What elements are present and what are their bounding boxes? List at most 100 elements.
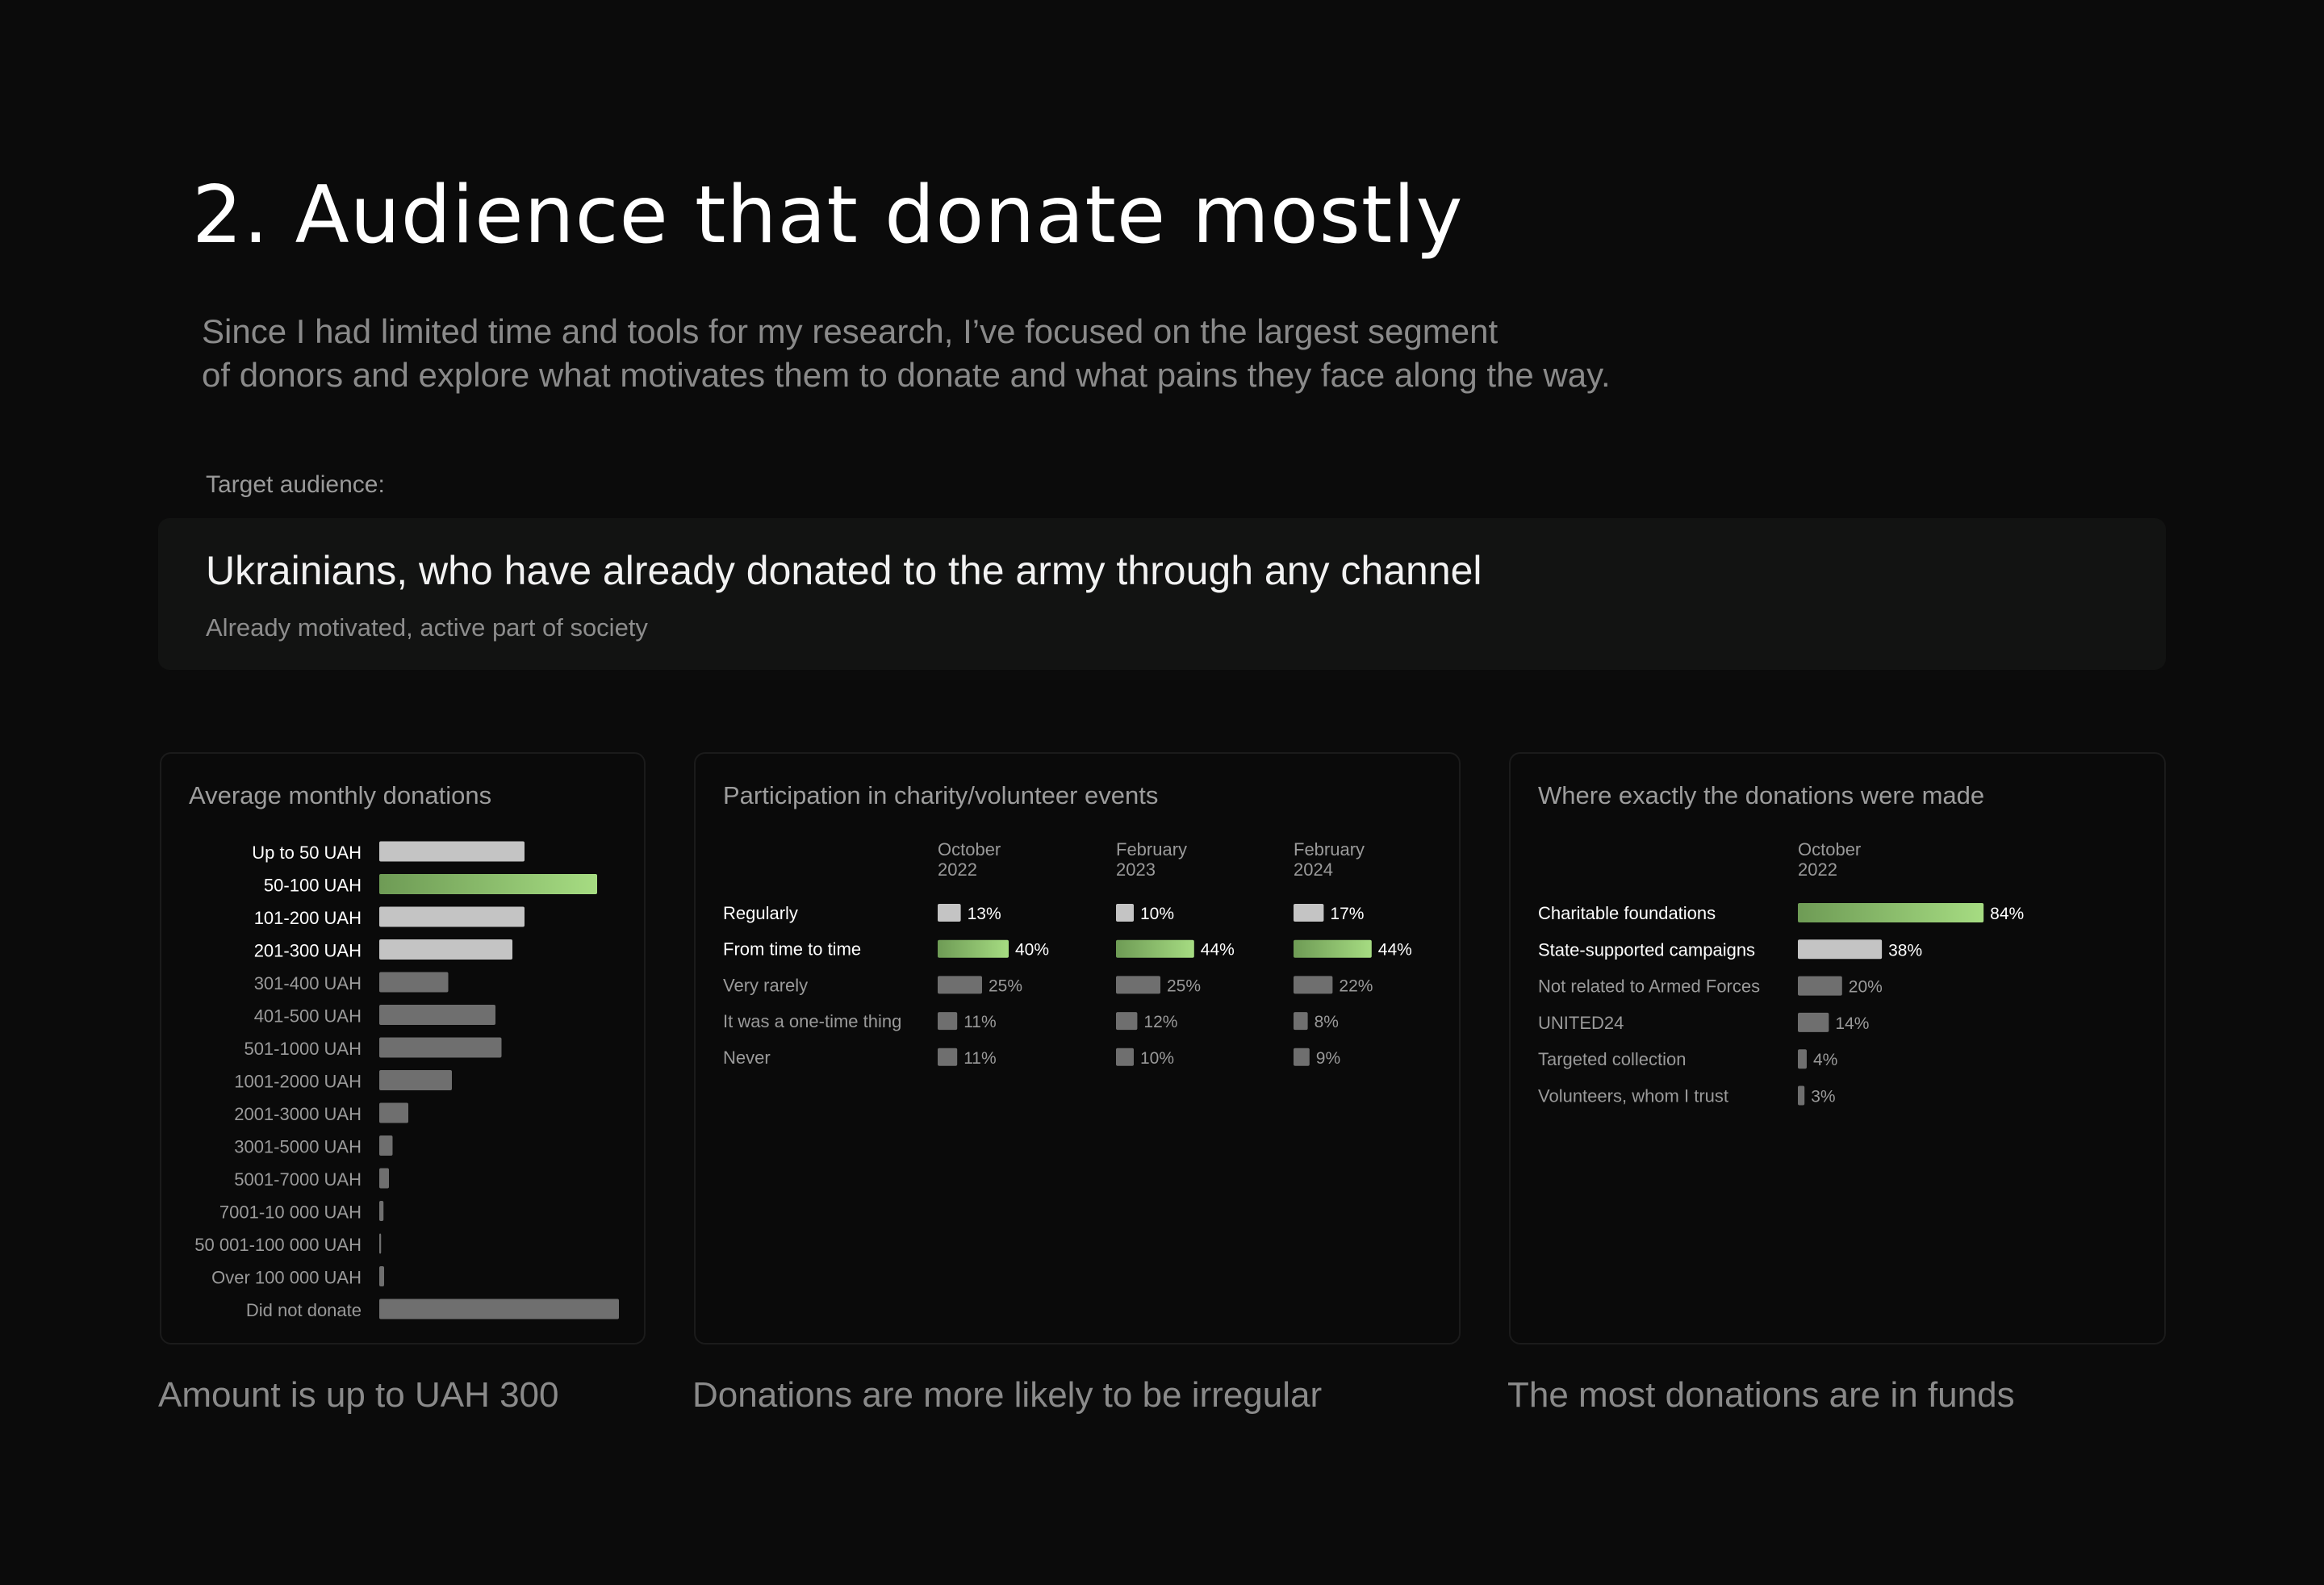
bar-targeted-collection bbox=[1798, 1049, 1807, 1069]
bar-501-1000-uah bbox=[379, 1037, 502, 1058]
value-label-it-was-a-one-time-thing-october-2022: 11% bbox=[963, 1013, 996, 1031]
period-header-february-2023-month: February bbox=[1116, 839, 1187, 859]
value-label-united24: 14% bbox=[1835, 1014, 1869, 1033]
bar-label-101-200-uah: 101-200 UAH bbox=[254, 908, 362, 928]
bar-2001-3000-uah bbox=[379, 1102, 408, 1123]
intro-line-2: of donors and explore what motivates the… bbox=[202, 356, 1611, 394]
bar-over-100-000-uah bbox=[379, 1266, 384, 1286]
row-label-very-rarely: Very rarely bbox=[723, 975, 808, 995]
page-title: 2. Audience that donate mostly bbox=[192, 169, 1464, 261]
period-header-february-2023-year: 2023 bbox=[1116, 859, 1156, 880]
chart-title-places: Where exactly the donations were made bbox=[1538, 781, 1985, 809]
row-label-charitable-foundations: Charitable foundations bbox=[1538, 903, 1716, 923]
bar-not-related-to-armed-forces bbox=[1798, 976, 1842, 996]
bar-regularly-february-2024 bbox=[1294, 904, 1324, 922]
bar-label-2001-3000-uah: 2001-3000 UAH bbox=[234, 1104, 362, 1124]
value-label-very-rarely-february-2023: 25% bbox=[1167, 977, 1201, 995]
bar-label-up-to-50-uah: Up to 50 UAH bbox=[252, 843, 362, 863]
bar-label-50-001-100-000-uah: 50 001-100 000 UAH bbox=[194, 1235, 362, 1255]
bar-it-was-a-one-time-thing-february-2023 bbox=[1116, 1012, 1138, 1031]
bar-regularly-october-2022 bbox=[938, 904, 961, 922]
period-header-february-2024-year: 2024 bbox=[1294, 859, 1333, 880]
value-label-state-supported-campaigns: 38% bbox=[1888, 941, 1922, 960]
value-label-never-february-2023: 10% bbox=[1140, 1049, 1174, 1068]
bar-label-401-500-uah: 401-500 UAH bbox=[254, 1006, 362, 1027]
target-audience-main: Ukrainians, who have already donated to … bbox=[206, 548, 1482, 593]
value-label-regularly-october-2022: 13% bbox=[968, 905, 1001, 923]
value-label-targeted-collection: 4% bbox=[1813, 1051, 1837, 1069]
bar-label-3001-5000-uah: 3001-5000 UAH bbox=[234, 1137, 362, 1157]
row-label-volunteers-whom-i-trust: Volunteers, whom I trust bbox=[1538, 1086, 1728, 1106]
row-label-regularly: Regularly bbox=[723, 903, 798, 923]
bar-did-not-donate bbox=[379, 1299, 619, 1319]
intro-text: Since I had limited time and tools for m… bbox=[202, 310, 1611, 397]
value-label-never-october-2022: 11% bbox=[963, 1049, 996, 1068]
chart-title-donations: Average monthly donations bbox=[189, 781, 492, 809]
intro-line-1: Since I had limited time and tools for m… bbox=[202, 312, 1498, 350]
row-label-never: Never bbox=[723, 1048, 771, 1068]
value-label-not-related-to-armed-forces: 20% bbox=[1849, 978, 1883, 997]
bar-up-to-50-uah bbox=[379, 841, 525, 862]
bar-1001-2000-uah bbox=[379, 1070, 452, 1090]
row-label-it-was-a-one-time-thing: It was a one-time thing bbox=[723, 1011, 901, 1031]
bar-301-400-uah bbox=[379, 972, 449, 993]
period-header-february-2024-month: February bbox=[1294, 839, 1365, 859]
caption-funds: The most donations are in funds bbox=[1507, 1375, 2015, 1415]
chart-donations: Up to 50 UAH 50-100 UAH 101-200 UAH 201-300… bbox=[194, 841, 619, 1320]
row-label-from-time-to-time: From time to time bbox=[723, 939, 861, 960]
period-header-october-2022-year: 2022 bbox=[938, 859, 977, 880]
caption-irregular: Donations are more likely to be irregula… bbox=[692, 1375, 1323, 1415]
bar-it-was-a-one-time-thing-october-2022 bbox=[938, 1012, 958, 1031]
value-label-regularly-february-2023: 10% bbox=[1140, 905, 1174, 923]
card-donation-places: Where exactly the donations were made Oc… bbox=[1509, 752, 2166, 1345]
bar-it-was-a-one-time-thing-february-2024 bbox=[1294, 1012, 1308, 1031]
chart-title-participation: Participation in charity/volunteer event… bbox=[723, 781, 1159, 809]
bar-from-time-to-time-october-2022 bbox=[938, 939, 1009, 958]
bar-label-501-1000-uah: 501-1000 UAH bbox=[244, 1039, 362, 1059]
value-label-it-was-a-one-time-thing-february-2023: 12% bbox=[1143, 1013, 1177, 1031]
value-label-very-rarely-october-2022: 25% bbox=[989, 977, 1022, 995]
bar-5001-7000-uah bbox=[379, 1168, 389, 1189]
target-audience-sub: Already motivated, active part of societ… bbox=[206, 613, 648, 642]
bar-label-301-400-uah: 301-400 UAH bbox=[254, 973, 362, 993]
bar-never-february-2023 bbox=[1116, 1048, 1134, 1066]
value-label-never-february-2024: 9% bbox=[1316, 1049, 1340, 1068]
value-label-from-time-to-time-february-2024: 44% bbox=[1378, 941, 1412, 960]
card-participation: Participation in charity/volunteer event… bbox=[694, 752, 1461, 1345]
card-average-monthly-donations: Average monthly donations Up to 50 UAH 50… bbox=[160, 752, 646, 1345]
target-audience-box: Ukrainians, who have already donated to … bbox=[158, 518, 2166, 670]
target-audience-label: Target audience: bbox=[206, 471, 385, 498]
bar-3001-5000-uah bbox=[379, 1135, 393, 1156]
value-label-very-rarely-february-2024: 22% bbox=[1339, 977, 1373, 995]
bar-regularly-february-2023 bbox=[1116, 904, 1134, 922]
bar-very-rarely-february-2024 bbox=[1294, 976, 1333, 994]
bar-volunteers-whom-i-trust bbox=[1798, 1085, 1805, 1106]
bar-never-february-2024 bbox=[1294, 1048, 1310, 1066]
bar-401-500-uah bbox=[379, 1005, 495, 1025]
value-label-volunteers-whom-i-trust: 3% bbox=[1811, 1088, 1835, 1106]
bar-from-time-to-time-february-2024 bbox=[1294, 939, 1372, 958]
row-label-united24: UNITED24 bbox=[1538, 1013, 1624, 1033]
bar-state-supported-campaigns bbox=[1798, 939, 1883, 960]
bar-201-300-uah bbox=[379, 939, 512, 960]
bar-label-5001-7000-uah: 5001-7000 UAH bbox=[234, 1169, 362, 1190]
bar-label-1001-2000-uah: 1001-2000 UAH bbox=[234, 1072, 362, 1092]
bar-7001-10-000-uah bbox=[379, 1201, 384, 1221]
bar-charitable-foundations bbox=[1798, 903, 1984, 922]
bar-50-100-uah bbox=[379, 874, 597, 894]
bar-never-october-2022 bbox=[938, 1048, 958, 1066]
row-label-not-related-to-armed-forces: Not related to Armed Forces bbox=[1538, 977, 1760, 997]
row-label-state-supported-campaigns: State-supported campaigns bbox=[1538, 939, 1755, 960]
bar-very-rarely-october-2022 bbox=[938, 976, 982, 994]
caption-amount: Amount is up to UAH 300 bbox=[158, 1375, 559, 1415]
value-label-regularly-february-2024: 17% bbox=[1330, 905, 1364, 923]
row-label-targeted-collection: Targeted collection bbox=[1538, 1049, 1686, 1069]
bar-very-rarely-february-2023 bbox=[1116, 976, 1160, 994]
bar-from-time-to-time-february-2023 bbox=[1116, 939, 1194, 958]
value-label-from-time-to-time-february-2023: 44% bbox=[1201, 941, 1235, 960]
bar-united24 bbox=[1798, 1012, 1829, 1032]
period-header-october-2022-month: October bbox=[938, 839, 1001, 859]
bar-label-50-100-uah: 50-100 UAH bbox=[264, 876, 362, 896]
value-label-from-time-to-time-october-2022: 40% bbox=[1015, 941, 1049, 960]
